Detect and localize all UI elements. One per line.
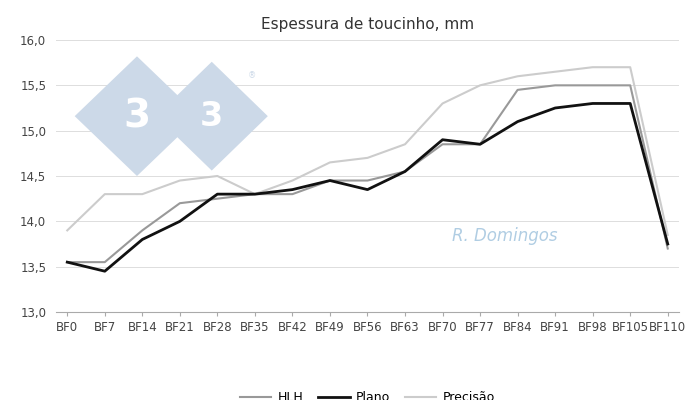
Plano bbox=[589, 101, 597, 106]
Precisão bbox=[251, 192, 259, 196]
HLH bbox=[476, 142, 484, 147]
Precisão bbox=[401, 142, 410, 147]
Plano bbox=[513, 119, 522, 124]
Title: Espessura de toucinho, mm: Espessura de toucinho, mm bbox=[261, 17, 474, 32]
Plano bbox=[63, 260, 71, 264]
Plano bbox=[251, 192, 259, 196]
Legend: HLH, Plano, Precisão: HLH, Plano, Precisão bbox=[235, 386, 500, 400]
HLH bbox=[176, 201, 184, 206]
HLH bbox=[288, 192, 297, 196]
Precisão bbox=[63, 228, 71, 233]
Precisão bbox=[326, 160, 334, 165]
HLH bbox=[63, 260, 71, 264]
Text: R. Domingos: R. Domingos bbox=[452, 227, 557, 245]
HLH bbox=[101, 260, 109, 264]
Plano bbox=[363, 187, 372, 192]
HLH bbox=[664, 246, 672, 251]
Precisão bbox=[363, 156, 372, 160]
HLH bbox=[214, 196, 222, 201]
HLH bbox=[138, 228, 146, 233]
HLH bbox=[401, 169, 410, 174]
Plano bbox=[626, 101, 634, 106]
Precisão bbox=[476, 83, 484, 88]
Plano bbox=[438, 137, 447, 142]
Text: ®: ® bbox=[248, 71, 256, 80]
Precisão bbox=[551, 69, 559, 74]
Plano bbox=[476, 142, 484, 147]
HLH bbox=[251, 192, 259, 196]
Precisão bbox=[664, 232, 672, 237]
Precisão bbox=[214, 174, 222, 178]
HLH bbox=[626, 83, 634, 88]
HLH bbox=[438, 142, 447, 147]
Precisão bbox=[288, 178, 297, 183]
Precisão bbox=[589, 65, 597, 70]
Precisão bbox=[138, 192, 146, 196]
Line: Plano: Plano bbox=[67, 104, 668, 271]
Precisão bbox=[626, 65, 634, 70]
Plano bbox=[214, 192, 222, 196]
HLH bbox=[513, 88, 522, 92]
HLH bbox=[551, 83, 559, 88]
Plano bbox=[101, 269, 109, 274]
Precisão bbox=[176, 178, 184, 183]
HLH bbox=[363, 178, 372, 183]
Plano bbox=[401, 169, 410, 174]
Plano bbox=[176, 219, 184, 224]
Line: HLH: HLH bbox=[67, 85, 668, 262]
Plano bbox=[664, 242, 672, 246]
Precisão bbox=[438, 101, 447, 106]
Plano bbox=[138, 237, 146, 242]
Plano bbox=[326, 178, 334, 183]
Plano bbox=[288, 187, 297, 192]
HLH bbox=[589, 83, 597, 88]
Plano bbox=[551, 106, 559, 110]
Text: 3: 3 bbox=[123, 97, 150, 135]
Text: 3: 3 bbox=[200, 100, 223, 133]
Precisão bbox=[101, 192, 109, 196]
Precisão bbox=[513, 74, 522, 79]
Line: Precisão: Precisão bbox=[67, 67, 668, 235]
HLH bbox=[326, 178, 334, 183]
